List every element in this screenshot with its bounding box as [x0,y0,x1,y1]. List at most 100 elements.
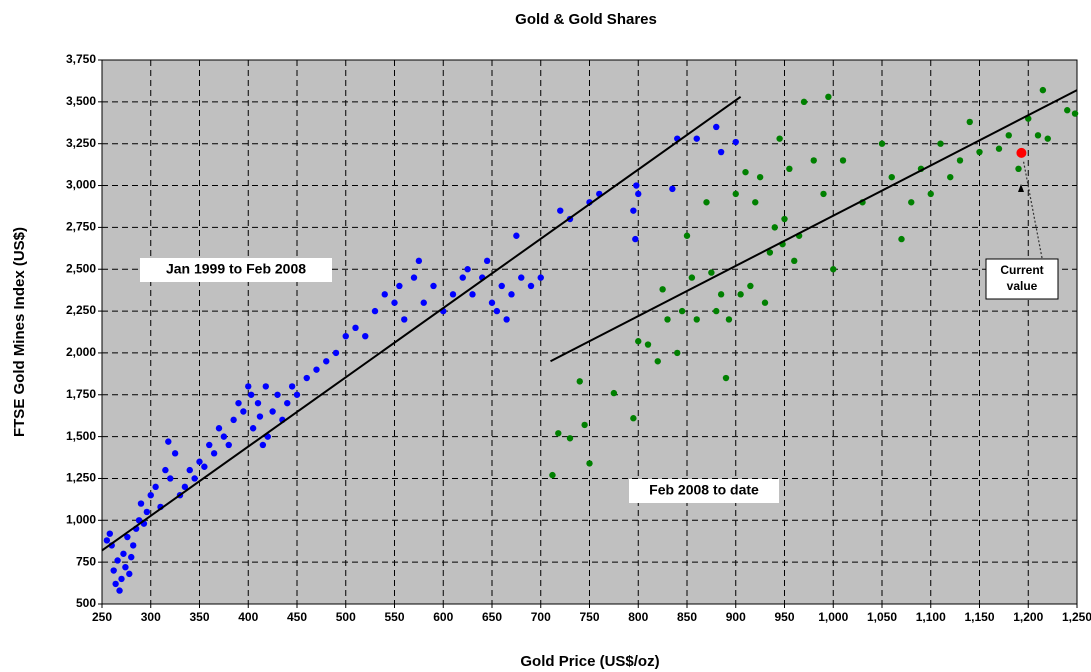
point [800,98,808,106]
point [269,408,276,415]
point [103,537,111,544]
annotation-text: Current [1000,263,1043,277]
point [937,140,944,147]
point [732,190,739,198]
point [313,366,320,373]
point [449,291,457,298]
point [737,291,744,298]
point [722,374,730,382]
point [249,425,257,432]
point [196,458,203,465]
point [713,123,720,131]
point [493,307,501,315]
y-axis-label: FTSE Gold Mines Index (US$) [11,227,28,437]
point [976,148,983,156]
annotation-box [629,479,779,503]
point [820,190,827,198]
point [415,257,423,265]
point [752,199,759,206]
point [391,299,398,306]
point [576,378,583,385]
point [110,567,117,574]
point [162,466,169,474]
point [362,332,369,340]
point [342,332,349,340]
point [927,190,934,198]
point [210,450,218,457]
point [459,274,466,281]
arrow-head [1018,184,1024,192]
point [206,441,213,449]
point [956,157,964,164]
point [537,274,544,281]
point [147,492,154,499]
point [898,235,905,243]
point [839,157,847,164]
point [717,148,725,156]
x-tick-label: 350 [189,610,209,624]
point [225,441,232,449]
point [116,587,123,594]
point [549,471,556,479]
annotation-box [985,258,1059,300]
point [586,460,593,467]
point [171,450,179,457]
x-tick-label: 1,150 [964,610,994,624]
point [756,173,764,181]
x-tick-label: 1,000 [818,610,848,624]
point [464,266,471,273]
point [713,307,720,315]
point [732,138,739,146]
point [167,475,174,482]
point [293,391,301,398]
point [128,553,135,561]
point [122,563,129,571]
point [632,235,639,243]
point [483,257,491,265]
x-tick-label: 500 [336,610,356,624]
point [908,199,915,206]
point [771,224,778,231]
point [112,580,119,588]
point [781,215,788,223]
point [303,374,310,382]
point [118,575,125,583]
x-tick-label: 550 [384,610,404,624]
point [124,533,131,541]
point [633,182,640,189]
point [488,299,496,306]
y-tick-label: 3,500 [66,94,96,108]
x-tick-label: 650 [482,610,502,624]
point [630,207,637,214]
x-tick-label: 800 [628,610,648,624]
x-tick-label: 300 [141,610,161,624]
y-tick-label: 1,500 [66,429,96,443]
y-tick-label: 1,750 [66,387,96,401]
y-tick-label: 2,250 [66,303,96,317]
point [630,415,637,422]
point [323,358,330,365]
point [240,408,247,415]
point [220,433,228,440]
point [401,316,408,323]
point [410,274,418,281]
point [420,299,427,306]
point [106,530,114,537]
point [654,358,661,365]
point [566,435,574,442]
point [332,349,340,357]
annotation-text: Jan 1999 to Feb 2008 [166,261,306,277]
x-tick-label: 250 [92,610,112,624]
point [669,185,676,193]
point [878,140,886,147]
trend-line [550,89,1078,363]
x-tick-label: 950 [774,610,794,624]
point [352,324,359,332]
point [1039,86,1047,94]
x-tick-label: 450 [287,610,307,624]
point [259,441,267,449]
point [430,282,437,290]
x-tick-label: 850 [677,610,697,624]
point [503,316,510,323]
